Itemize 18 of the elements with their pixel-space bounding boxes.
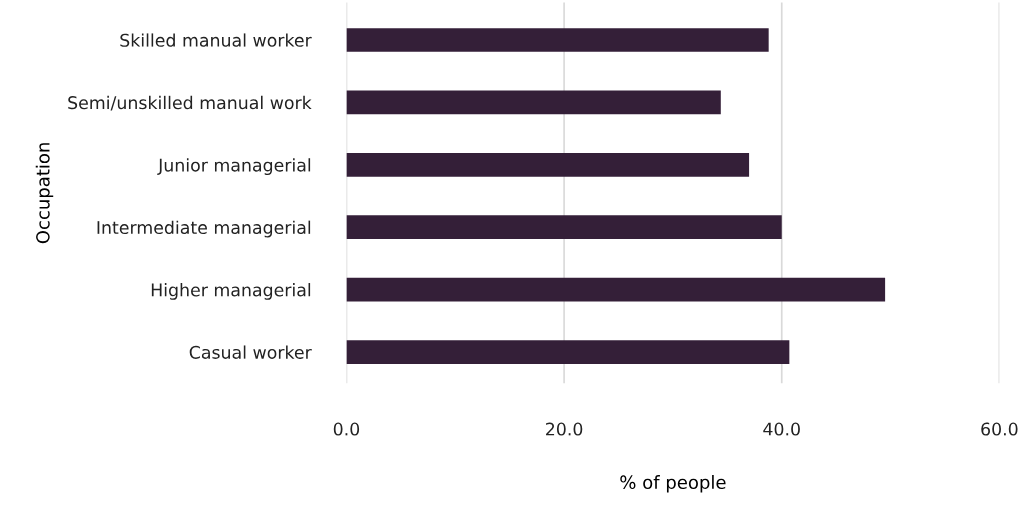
x-tick-label: 20.0 (546, 422, 583, 436)
y-tick-label: Intermediate managerial (97, 220, 311, 238)
y-tick-label: Semi/unskilled manual work (68, 95, 312, 111)
y-tick-label: Casual worker (189, 345, 312, 359)
y-axis-title: Occupation (35, 143, 54, 244)
bar (346, 340, 790, 364)
bar (346, 90, 721, 115)
x-tick-label: 0.0 (333, 422, 360, 436)
bar (346, 215, 782, 240)
bar (346, 277, 886, 302)
y-tick-label: Skilled manual worker (120, 33, 312, 47)
x-tick-label: 40.0 (763, 422, 800, 436)
bar (346, 28, 769, 52)
bar (346, 152, 750, 177)
y-tick-label: Higher managerial (151, 283, 311, 300)
x-tick-label: 60.0 (981, 422, 1018, 436)
x-axis-title: % of people (620, 475, 726, 493)
y-tick-label: Junior managerial (157, 158, 311, 176)
